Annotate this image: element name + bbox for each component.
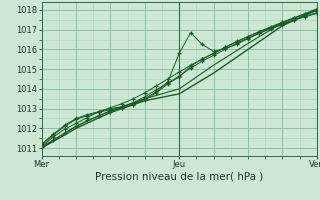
X-axis label: Pression niveau de la mer( hPa ): Pression niveau de la mer( hPa ) [95,172,263,182]
